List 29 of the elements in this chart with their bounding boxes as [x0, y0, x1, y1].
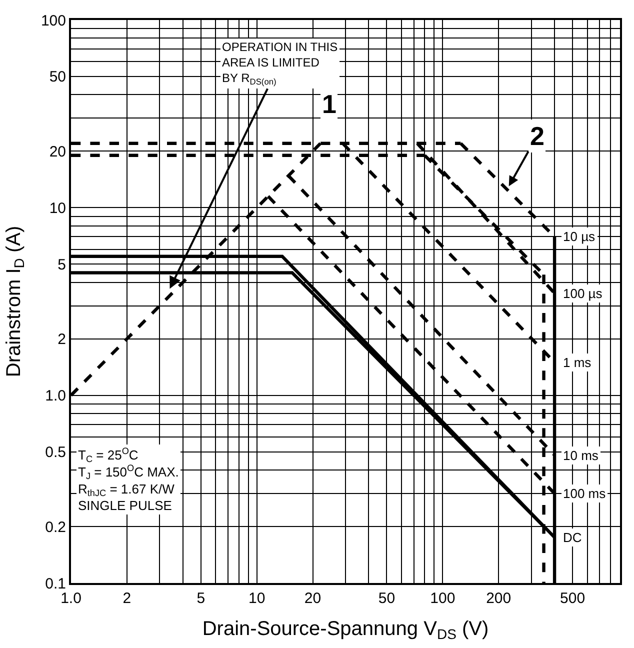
annotation: 2 [530, 121, 544, 151]
y-tick-label: 100 [40, 12, 66, 30]
x-axis-title: Drain-Source-Spannung V$_{DS}$ (V) [202, 618, 489, 642]
annotation: OPERATION IN THIS AREA IS LIMITED BY R$_{DS(on)}$ [222, 40, 338, 87]
annotation: 100 ms [563, 486, 606, 501]
annotation: 10 ms [563, 448, 599, 463]
annotation: 1 [322, 89, 336, 119]
x-tick-label: 10 [248, 590, 266, 607]
x-tick-label: 5 [196, 590, 206, 607]
x-tick-label: 100 [430, 590, 456, 607]
y-tick-label: 50 [49, 68, 66, 86]
x-tick-label: 500 [560, 590, 586, 607]
x-tick-label: 2 [122, 590, 132, 607]
y-tick-label: 5 [58, 256, 66, 274]
y-tick-label: 1.0 [45, 388, 66, 405]
x-tick-label: 50 [378, 590, 396, 607]
y-tick-label: 20 [49, 143, 66, 160]
y-tick-label: 2 [58, 331, 66, 348]
x-tick-label: 20 [304, 590, 322, 607]
annotation: 100 µs [563, 286, 603, 301]
y-tick-label: 0.2 [45, 518, 66, 536]
y-tick-label: 0.5 [45, 444, 66, 462]
text: T$_{C}$ = 25$^{O}$C T$_{J}$ = 150$^{O}$C MAX. R$_{thJC}$ = 1.67 K/W SINGLE PULSE [78, 446, 179, 514]
y-tick-label: 10 [49, 200, 66, 217]
annotation: 10 µs [563, 229, 596, 244]
y-tick-label: 0.1 [45, 575, 66, 592]
x-tick-label: 200 [486, 590, 512, 607]
annotation: 1 ms [563, 355, 592, 370]
annotation: DC [563, 530, 582, 545]
